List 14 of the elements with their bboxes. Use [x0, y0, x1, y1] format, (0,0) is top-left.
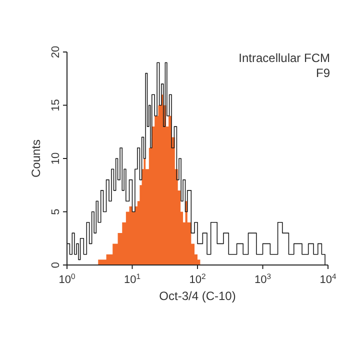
y-tick-label: 15 — [50, 99, 62, 112]
y-tick-label: 10 — [50, 152, 62, 165]
y-tick-label: 20 — [50, 46, 62, 58]
x-tick-label: 10$^{0}$ — [58, 272, 76, 286]
x-axis-title: Oct-3/4 (C-10) — [159, 289, 236, 303]
x-tick-label: 10$^{1}$ — [124, 272, 141, 286]
x-tick-label: 10$^{4}$ — [320, 272, 337, 286]
annotation: Intracellular FCM — [238, 51, 330, 65]
y-tick-label: 5 — [50, 208, 62, 215]
annotation: F9 — [316, 66, 330, 80]
x-tick-label: 10$^{3}$ — [254, 272, 272, 286]
y-axis-title: Counts — [29, 139, 43, 178]
y-tick-label: 0 — [50, 262, 62, 268]
x-tick-label: 10$^{2}$ — [189, 272, 206, 286]
